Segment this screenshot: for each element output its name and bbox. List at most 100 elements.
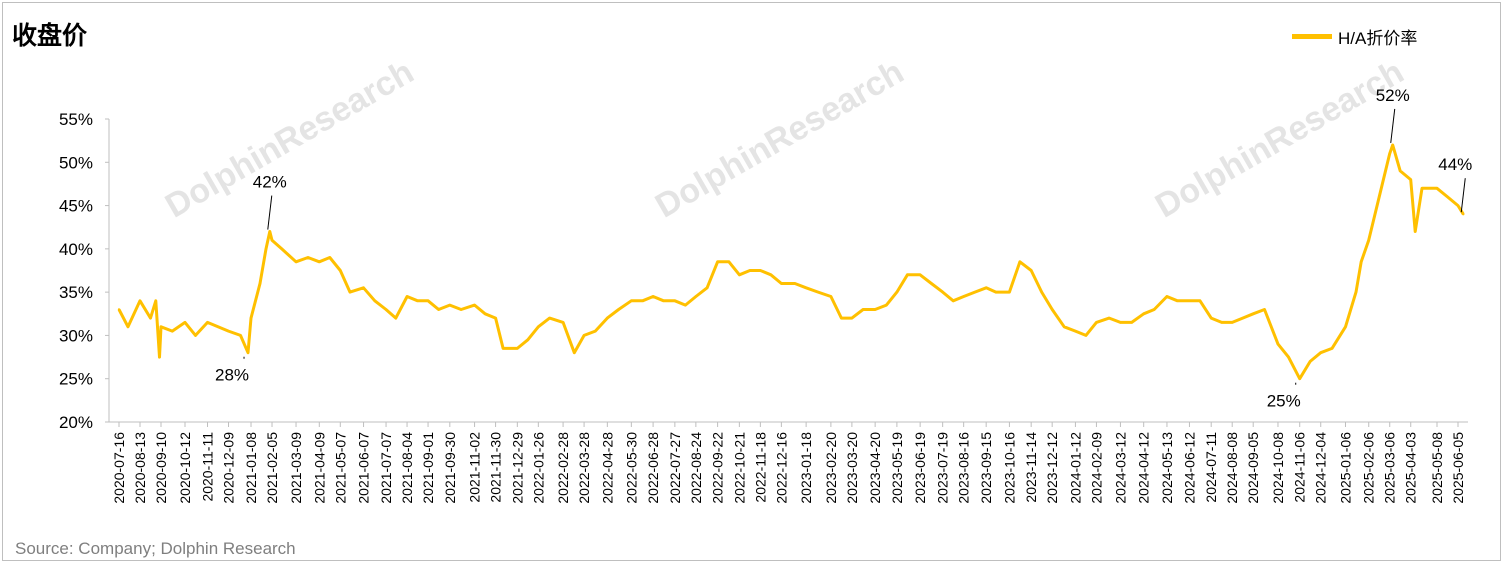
data-point: [280, 247, 283, 251]
data-point: [641, 299, 644, 302]
data-point: [1029, 269, 1033, 272]
data-point: [1456, 204, 1460, 207]
x-tick-label: 2023-07-19: [935, 432, 951, 504]
y-tick-label: 20%: [59, 413, 93, 432]
x-tick-label: 2024-02-09: [1088, 432, 1104, 504]
x-tick-label: 2024-01-12: [1067, 432, 1083, 504]
x-tick-label: 2024-06-12: [1181, 432, 1197, 504]
data-point: [594, 329, 597, 333]
x-tick-label: 2022-01-26: [530, 432, 546, 504]
data-point: [1462, 213, 1465, 216]
data-point: [117, 308, 121, 311]
data-point: [829, 295, 833, 298]
data-point: [759, 269, 762, 272]
data-point: [840, 316, 843, 320]
data-point: [194, 334, 197, 337]
data-point: [1198, 299, 1202, 302]
x-tick-label: 2025-04-03: [1403, 432, 1419, 504]
data-point: [348, 290, 352, 294]
data-point: [1084, 334, 1088, 337]
x-tick-label: 2023-01-18: [798, 432, 814, 504]
data-point: [861, 308, 865, 311]
data-point: [1276, 342, 1280, 346]
x-tick-label: 2024-07-11: [1203, 432, 1219, 503]
data-point: [473, 303, 476, 307]
data-point: [1388, 152, 1391, 155]
data-point: [1018, 260, 1022, 264]
y-tick-label: 35%: [59, 283, 93, 302]
data-point: [216, 325, 220, 328]
annotation-label: 42%: [253, 173, 287, 192]
data-point: [951, 299, 955, 302]
x-tick-label: 2020-09-10: [153, 432, 169, 504]
x-tick-label: 2024-03-12: [1112, 432, 1128, 504]
data-point: [405, 295, 409, 298]
x-tick-label: 2021-12-29: [509, 432, 525, 504]
data-point: [1252, 312, 1255, 315]
data-point: [318, 260, 321, 264]
data-point: [673, 299, 677, 302]
x-tick-label: 2023-10-16: [1001, 432, 1017, 504]
data-point: [962, 295, 965, 298]
data-point: [1008, 290, 1011, 294]
data-point: [573, 351, 576, 354]
data-point: [1435, 187, 1439, 190]
data-point: [171, 329, 174, 333]
x-tick-label: 2021-09-30: [442, 432, 458, 504]
legend-swatch: [1292, 34, 1332, 39]
data-point: [1420, 187, 1424, 190]
data-point: [684, 303, 687, 307]
x-tick-label: 2020-10-12: [177, 432, 193, 504]
legend-label: H/A折价率: [1338, 29, 1418, 48]
data-point: [804, 286, 808, 290]
data-point: [1263, 308, 1266, 311]
data-point: [537, 325, 540, 328]
x-tick-label: 2025-01-06: [1337, 432, 1353, 504]
annotation-leader: [267, 195, 273, 230]
data-point: [1319, 351, 1322, 354]
x-tick-label: 2025-06-05: [1450, 432, 1466, 504]
data-point: [1241, 316, 1244, 320]
data-point: [1231, 321, 1234, 324]
data-point: [769, 273, 773, 277]
annotation-label: 28%: [215, 366, 249, 385]
x-tick-label: 2022-09-22: [710, 432, 726, 504]
data-point: [1330, 347, 1334, 350]
data-point: [1210, 316, 1213, 320]
data-point: [494, 316, 497, 320]
data-point: [885, 303, 888, 307]
annotation-leader: [1390, 108, 1396, 144]
x-tick-label: 2023-03-20: [844, 432, 860, 504]
data-point: [816, 290, 820, 294]
x-tick-label: 2024-11-06: [1292, 432, 1308, 503]
x-tick-label: 2023-06-19: [912, 432, 928, 504]
data-point: [1165, 295, 1169, 298]
y-tick-label: 45%: [59, 197, 93, 216]
data-point: [984, 286, 988, 290]
x-tick-label: 2024-09-05: [1245, 432, 1261, 504]
data-point: [268, 230, 271, 233]
data-point: [1095, 321, 1098, 324]
data-point: [154, 299, 157, 302]
data-point: [906, 273, 909, 277]
annotation-label: 44%: [1438, 155, 1472, 174]
data-point: [516, 347, 519, 350]
x-tick-label: 2024-08-08: [1224, 432, 1240, 504]
data-point: [1309, 360, 1312, 363]
x-tick-label: 2025-02-06: [1361, 432, 1377, 504]
data-point: [1414, 230, 1417, 233]
x-tick-label: 2022-04-28: [599, 432, 615, 504]
x-tick-label: 2022-06-28: [645, 432, 661, 504]
data-point: [206, 321, 209, 324]
data-point: [582, 334, 586, 337]
x-tick-label: 2024-04-12: [1136, 432, 1152, 504]
data-point: [1391, 143, 1394, 147]
data-point: [249, 316, 253, 320]
x-tick-label: 2022-11-18: [752, 432, 768, 503]
x-tick-label: 2023-12-12: [1044, 432, 1060, 504]
data-point: [239, 334, 242, 337]
chart-title: 收盘价: [12, 22, 88, 50]
data-point: [1287, 355, 1290, 359]
data-point: [1220, 321, 1223, 324]
x-tick-label: 2025-05-08: [1429, 432, 1445, 504]
